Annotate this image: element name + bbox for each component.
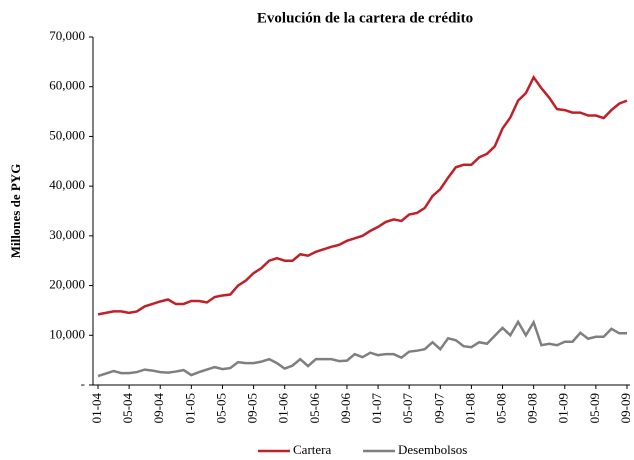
y-tick-label: 60,000 — [49, 78, 85, 93]
y-tick-label: 40,000 — [49, 177, 85, 192]
x-tick-label: 09-04 — [151, 393, 166, 424]
x-tick-label: 01-07 — [369, 393, 384, 424]
x-tick-label: 05-07 — [400, 393, 415, 424]
x-tick-label: 05-05 — [213, 393, 228, 423]
x-tick-label: 09-09 — [618, 393, 633, 423]
x-tick-label: 01-05 — [182, 393, 197, 423]
x-tick-label: 05-09 — [587, 393, 602, 423]
x-tick-label: 01-08 — [462, 393, 477, 423]
x-tick-label: 09-07 — [431, 393, 446, 424]
y-axis-label: Millones de PYG — [8, 164, 23, 259]
x-tick-label: 05-08 — [494, 393, 509, 423]
x-tick-label: 09-08 — [525, 393, 540, 423]
y-tick-label: 70,000 — [49, 28, 85, 43]
legend-label: Cartera — [293, 442, 331, 457]
x-tick-label: 05-06 — [307, 393, 322, 424]
y-tick-label: 10,000 — [49, 326, 85, 341]
x-tick-label: 09-05 — [245, 393, 260, 423]
legend-label: Desembolsos — [398, 442, 467, 457]
x-tick-label: 05-04 — [120, 393, 135, 424]
y-tick-label: 30,000 — [49, 227, 85, 242]
x-tick-label: 01-06 — [276, 393, 291, 424]
x-tick-label: 09-06 — [338, 393, 353, 424]
y-tick-label: - — [81, 376, 85, 391]
y-tick-label: 20,000 — [49, 277, 85, 292]
x-tick-label: 01-09 — [556, 393, 571, 423]
chart-title: Evolución de la cartera de crédito — [257, 10, 473, 26]
series-line — [97, 319, 627, 378]
y-tick-label: 50,000 — [49, 127, 85, 142]
x-tick-label: 01-04 — [89, 393, 104, 424]
series-line — [97, 74, 628, 316]
